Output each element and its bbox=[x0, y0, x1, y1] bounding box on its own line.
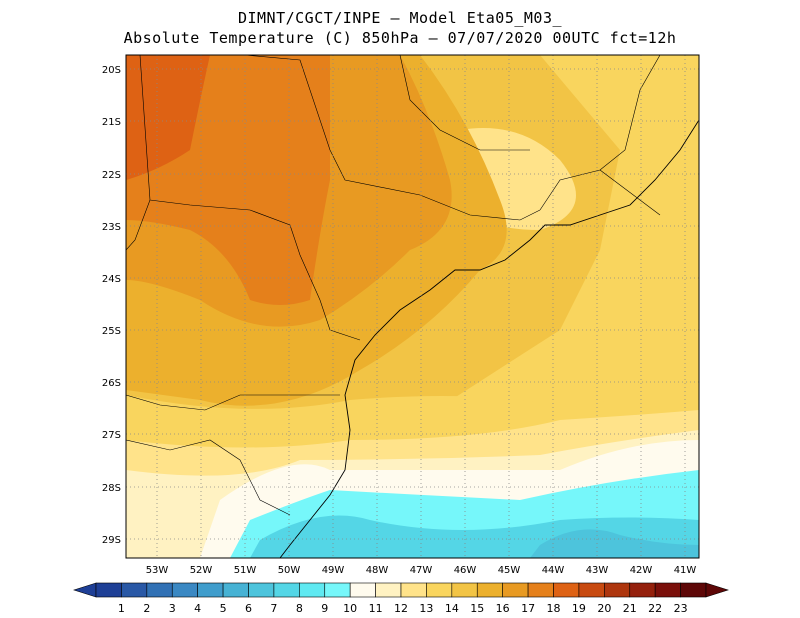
colorbar-swatch bbox=[426, 582, 453, 598]
colorbar-swatch bbox=[95, 582, 122, 598]
temperature-field bbox=[126, 55, 699, 558]
colorbar-swatch bbox=[400, 582, 427, 598]
colorbar-swatch bbox=[604, 582, 631, 598]
lon-label: 50W bbox=[278, 565, 301, 576]
colorbar-label: 5 bbox=[220, 602, 227, 615]
colorbar-swatch bbox=[248, 582, 275, 598]
colorbar-label: 13 bbox=[419, 602, 433, 615]
colorbar-arrow-left bbox=[73, 582, 97, 598]
colorbar-swatch bbox=[502, 582, 529, 598]
colorbar-label: 1 bbox=[118, 602, 125, 615]
lon-label: 46W bbox=[454, 565, 477, 576]
lon-label: 41W bbox=[674, 565, 697, 576]
colorbar-label: 19 bbox=[572, 602, 586, 615]
lon-label: 53W bbox=[146, 565, 169, 576]
colorbar-label: 18 bbox=[547, 602, 561, 615]
colorbar-swatch bbox=[197, 582, 224, 598]
colorbar-label: 4 bbox=[194, 602, 201, 615]
colorbar-label: 23 bbox=[674, 602, 688, 615]
colorbar-label: 3 bbox=[169, 602, 176, 615]
lon-label: 49W bbox=[322, 565, 345, 576]
colorbar-label: 14 bbox=[445, 602, 459, 615]
colorbar-label: 17 bbox=[521, 602, 535, 615]
colorbar-swatch bbox=[349, 582, 376, 598]
lon-label: 44W bbox=[542, 565, 565, 576]
map-frame bbox=[125, 54, 700, 559]
lon-label: 48W bbox=[366, 565, 389, 576]
lon-label: 52W bbox=[190, 565, 213, 576]
lat-label: 27S bbox=[102, 430, 121, 441]
colorbar-swatch bbox=[222, 582, 249, 598]
lat-label: 29S bbox=[102, 535, 121, 546]
lat-label: 24S bbox=[102, 274, 121, 285]
colorbar: 1 2 3 4 5 6 7 8 9 10 11 12 13 14 15 16 17 18 19 20 21 22 23 bbox=[73, 582, 729, 615]
lat-label: 20S bbox=[102, 65, 121, 76]
colorbar-swatch bbox=[680, 582, 707, 598]
lon-label: 47W bbox=[410, 565, 433, 576]
lon-label: 51W bbox=[234, 565, 257, 576]
state-borders bbox=[126, 55, 661, 516]
colorbar-swatch bbox=[121, 582, 148, 598]
lat-label: 25S bbox=[102, 326, 121, 337]
colorbar-label: 16 bbox=[496, 602, 510, 615]
lat-label: 28S bbox=[102, 483, 121, 494]
colorbar-swatch bbox=[451, 582, 478, 598]
colorbar-swatch bbox=[375, 582, 402, 598]
lon-label: 45W bbox=[498, 565, 521, 576]
colorbar-label: 12 bbox=[394, 602, 408, 615]
colorbar-swatch bbox=[476, 582, 503, 598]
lon-label: 42W bbox=[630, 565, 653, 576]
lat-label: 22S bbox=[102, 170, 121, 181]
colorbar-arrow-right bbox=[705, 582, 729, 598]
colorbar-label: 8 bbox=[296, 602, 303, 615]
lat-label: 26S bbox=[102, 378, 121, 389]
colorbar-swatch bbox=[578, 582, 605, 598]
coastline bbox=[279, 119, 699, 558]
colorbar-swatch bbox=[299, 582, 326, 598]
lon-labels: 53W 52W 51W 50W 49W 48W 47W 46W 45W 44W … bbox=[146, 565, 697, 576]
lon-label: 43W bbox=[586, 565, 609, 576]
colorbar-label: 10 bbox=[343, 602, 357, 615]
lat-label: 21S bbox=[102, 117, 121, 128]
chart-title: DIMNT/CGCT/INPE – Model Eta05_M03_ bbox=[237, 9, 563, 27]
colorbar-swatch bbox=[629, 582, 656, 598]
lat-labels: 20S 21S 22S 23S 24S 25S 26S 27S 28S 29S bbox=[102, 65, 121, 546]
colorbar-label: 9 bbox=[321, 602, 328, 615]
colorbar-swatch bbox=[553, 582, 580, 598]
lat-label: 23S bbox=[102, 222, 121, 233]
colorbar-swatch bbox=[654, 582, 681, 598]
colorbar-label: 21 bbox=[623, 602, 637, 615]
colorbar-swatch bbox=[171, 582, 198, 598]
chart-subtitle: Absolute Temperature (C) 850hPa – 07/07/… bbox=[123, 29, 677, 47]
colorbar-swatch bbox=[273, 582, 300, 598]
colorbar-label: 22 bbox=[648, 602, 662, 615]
colorbar-label: 11 bbox=[369, 602, 383, 615]
colorbar-swatch bbox=[527, 582, 554, 598]
colorbar-swatch bbox=[324, 582, 351, 598]
colorbar-swatch bbox=[146, 582, 173, 598]
colorbar-label: 7 bbox=[270, 602, 277, 615]
colorbar-label: 2 bbox=[143, 602, 150, 615]
colorbar-label: 20 bbox=[597, 602, 611, 615]
colorbar-label: 6 bbox=[245, 602, 252, 615]
colorbar-label: 15 bbox=[470, 602, 484, 615]
